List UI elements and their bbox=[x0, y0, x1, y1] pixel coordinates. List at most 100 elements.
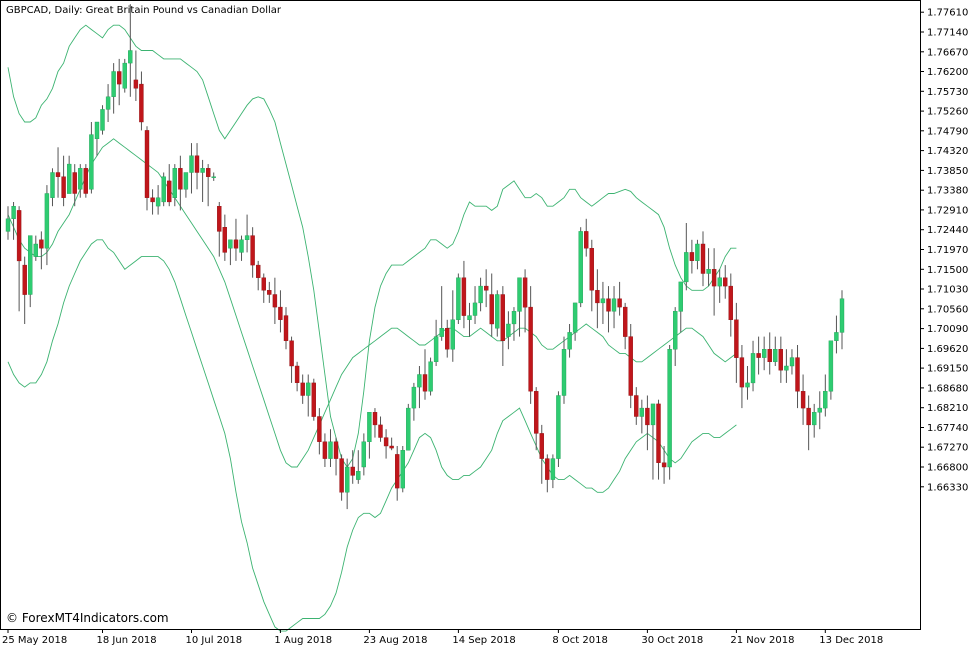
candle bbox=[778, 336, 783, 383]
candle bbox=[389, 437, 394, 451]
candle-body-bear bbox=[778, 349, 783, 371]
candle bbox=[228, 239, 233, 266]
candle-body-bull bbox=[306, 382, 311, 396]
candle-body-bull bbox=[200, 168, 205, 173]
y-tick-label: 1.69150 bbox=[927, 364, 968, 375]
candle-body-bull bbox=[128, 50, 133, 64]
candle-body-bull bbox=[561, 349, 567, 396]
y-tick-label: 1.71030 bbox=[927, 285, 968, 296]
candle-body-bull bbox=[417, 374, 422, 388]
candle bbox=[689, 239, 695, 274]
candle bbox=[367, 412, 372, 459]
candle bbox=[762, 336, 767, 371]
candle-body-bear bbox=[700, 243, 706, 274]
candle bbox=[439, 286, 444, 341]
candle bbox=[222, 214, 228, 261]
candle-body-bear bbox=[150, 197, 155, 203]
candle bbox=[100, 105, 105, 135]
candle-body-bear bbox=[539, 433, 544, 459]
y-tick-label: 1.73850 bbox=[927, 166, 968, 177]
candle-body-bull bbox=[839, 298, 845, 333]
candle-body-bear bbox=[83, 168, 89, 194]
candle-body-bull bbox=[695, 243, 700, 261]
candle-body-bear bbox=[689, 252, 695, 261]
candle bbox=[773, 336, 778, 366]
candle-body-bull bbox=[11, 205, 16, 219]
candle-body-bull bbox=[567, 332, 572, 350]
candle-body-bull bbox=[345, 466, 350, 493]
candle-body-bear bbox=[205, 168, 211, 177]
candle bbox=[489, 273, 494, 337]
y-tick-label: 1.67740 bbox=[927, 423, 968, 434]
y-tick-label: 1.75260 bbox=[927, 107, 968, 118]
candle-body-bull bbox=[784, 365, 789, 371]
candle bbox=[684, 223, 689, 291]
candle bbox=[678, 281, 683, 333]
candle-body-bear bbox=[734, 319, 739, 358]
candle bbox=[595, 269, 600, 329]
candle-body-bear bbox=[389, 445, 394, 449]
candle bbox=[300, 374, 305, 404]
candle bbox=[756, 336, 761, 375]
candle-body-bear bbox=[194, 155, 200, 173]
candle bbox=[333, 437, 339, 476]
y-tick-label: 1.75730 bbox=[927, 87, 968, 98]
candle bbox=[461, 260, 467, 329]
candle-body-bull bbox=[172, 168, 178, 199]
candle bbox=[484, 269, 489, 308]
candle-body-bull bbox=[773, 349, 778, 363]
candle bbox=[122, 58, 128, 93]
candle bbox=[589, 239, 594, 312]
candle-body-bull bbox=[433, 336, 439, 363]
band-middle bbox=[7, 138, 737, 468]
candle bbox=[700, 231, 706, 287]
candle bbox=[806, 395, 811, 451]
candle bbox=[745, 366, 750, 400]
candle bbox=[317, 408, 322, 455]
chart-title: GBPCAD, Daily: Great Britain Pound vs Ca… bbox=[6, 5, 282, 16]
candle-body-bear bbox=[728, 285, 733, 321]
candle bbox=[556, 391, 561, 467]
candle-body-bear bbox=[656, 403, 661, 463]
candle bbox=[44, 185, 50, 266]
candle bbox=[28, 235, 33, 308]
candle bbox=[178, 155, 183, 211]
candle-body-bear bbox=[294, 365, 300, 383]
candle-body-bull bbox=[673, 311, 678, 350]
candle-body-bear bbox=[589, 247, 594, 291]
candle bbox=[800, 374, 806, 425]
candle bbox=[528, 286, 533, 404]
candle bbox=[256, 260, 261, 291]
candle bbox=[372, 408, 378, 438]
candle bbox=[5, 206, 11, 240]
candle-body-bull bbox=[161, 176, 166, 203]
candle-body-bull bbox=[495, 294, 500, 329]
candle-body-bull bbox=[100, 109, 105, 131]
candle-body-bear bbox=[333, 441, 339, 459]
y-tick-label: 1.66330 bbox=[927, 482, 968, 493]
y-tick-label: 1.73380 bbox=[927, 186, 968, 197]
candle bbox=[784, 349, 789, 383]
candle bbox=[645, 395, 650, 451]
candle-body-bear bbox=[445, 328, 450, 350]
candle-body-bear bbox=[584, 231, 589, 249]
x-tick-label: 14 Sep 2018 bbox=[452, 635, 515, 646]
candle-body-bear bbox=[350, 466, 355, 476]
band-upper bbox=[7, 24, 737, 468]
candle bbox=[311, 378, 316, 421]
candle-body-bull bbox=[478, 285, 483, 304]
candle bbox=[345, 458, 350, 510]
candle-body-bear bbox=[628, 336, 633, 396]
x-tick-label: 13 Dec 2018 bbox=[819, 635, 883, 646]
candle-body-bear bbox=[634, 395, 639, 417]
candle-body-bear bbox=[339, 458, 344, 493]
candle bbox=[116, 58, 122, 106]
y-tick-label: 1.74320 bbox=[927, 146, 968, 157]
candle-body-bear bbox=[61, 176, 66, 198]
candle-body-bear bbox=[617, 298, 622, 308]
candle-body-bear bbox=[16, 210, 22, 262]
y-tick-label: 1.71970 bbox=[927, 245, 968, 256]
candle-body-bear bbox=[795, 357, 800, 392]
y-tick-label: 1.68680 bbox=[927, 383, 968, 394]
candle-body-bull bbox=[667, 349, 672, 468]
